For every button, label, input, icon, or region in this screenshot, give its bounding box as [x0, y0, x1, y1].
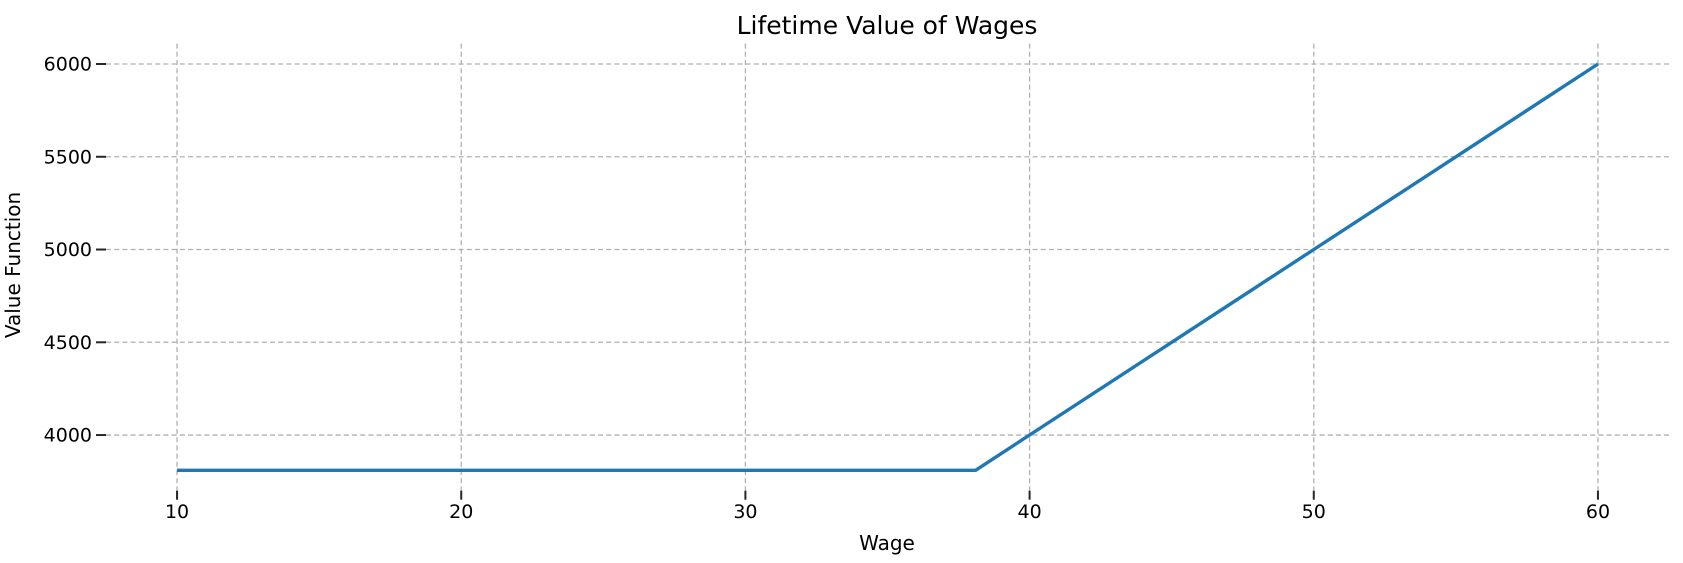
value-function-line — [177, 62, 1599, 472]
x-tick-label: 50 — [1302, 501, 1326, 523]
y-tick-label: 5500 — [44, 146, 92, 168]
grid-layer — [106, 43, 1669, 491]
x-tick-label: 40 — [1017, 501, 1041, 523]
y-tick-label: 4000 — [44, 425, 92, 447]
y-tick-label: 5000 — [44, 239, 92, 261]
x-tick-label: 30 — [733, 501, 757, 523]
tick-label-layer: 10 20 30 40 50 60 4000 4500 5000 5500 6000 — [44, 54, 1610, 524]
x-axis-label: Wage — [859, 531, 915, 555]
y-tick-label: 6000 — [44, 54, 92, 76]
x-tick-label: 10 — [165, 501, 189, 523]
tick-layer — [96, 63, 1599, 500]
x-tick-label: 60 — [1586, 501, 1610, 523]
y-axis-label: Value Function — [1, 192, 25, 338]
chart-title: Lifetime Value of Wages — [737, 11, 1038, 40]
value-function-polyline — [177, 62, 1599, 472]
x-tick-label: 20 — [449, 501, 473, 523]
y-tick-label: 4500 — [44, 332, 92, 354]
